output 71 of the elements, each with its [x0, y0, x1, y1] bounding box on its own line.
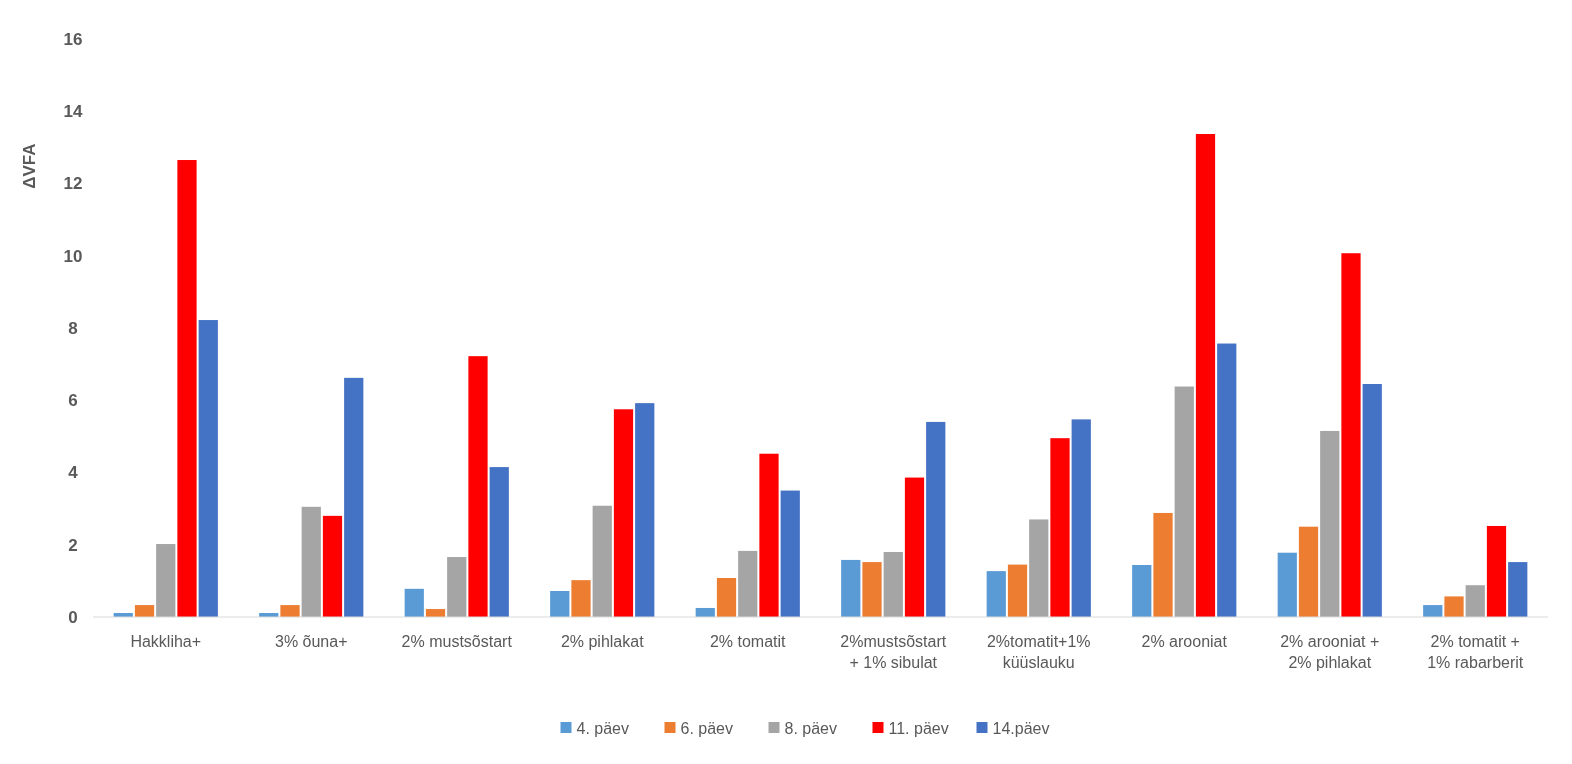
x-tick-label: Hakkliha+	[130, 633, 202, 650]
bar	[1298, 526, 1319, 617]
bar	[635, 403, 655, 617]
bar	[1007, 564, 1028, 617]
y-tick-label: 16	[63, 29, 83, 49]
legend-label: 4. päev	[576, 719, 629, 737]
x-tick-label: 2% tomatit + 1% rabarberit	[1427, 633, 1524, 671]
legend-label: 11. päev	[888, 719, 949, 737]
bar	[1508, 562, 1528, 617]
bar	[468, 356, 488, 617]
bar	[883, 551, 903, 617]
y-tick-label: 2	[68, 535, 78, 555]
x-tick-label: 2% mustsõstart	[401, 633, 513, 650]
bar	[1029, 519, 1049, 617]
bar	[489, 467, 509, 617]
bar	[1444, 596, 1464, 617]
y-tick-label: 12	[63, 174, 83, 194]
bar	[1320, 430, 1340, 617]
bar	[550, 590, 570, 617]
bar	[716, 577, 737, 617]
y-tick-label: 14	[63, 102, 83, 122]
bar	[344, 377, 364, 617]
bar	[301, 506, 321, 617]
y-tick-label: 10	[63, 246, 83, 266]
bar	[780, 490, 800, 617]
bar	[1362, 383, 1382, 617]
bar	[1486, 525, 1507, 617]
bar	[177, 160, 197, 617]
bar	[134, 605, 155, 617]
bar	[447, 557, 467, 617]
legend-label: 14.päev	[992, 719, 1050, 737]
bar	[1071, 419, 1091, 617]
bar	[592, 505, 612, 617]
legend-label: 8. päev	[784, 719, 837, 737]
bar	[571, 580, 591, 617]
bar	[1195, 134, 1216, 617]
x-tick-label: 2%mustsõstart + 1% sibulat	[840, 633, 947, 671]
bar	[404, 588, 424, 617]
bar	[1153, 512, 1173, 617]
x-tick-label: 2% arooniat + 2% pihlakat	[1280, 633, 1380, 671]
bar	[156, 544, 176, 617]
y-tick-label: 6	[68, 391, 78, 411]
bar	[862, 562, 882, 617]
y-axis-title: ΔVFA	[20, 143, 39, 189]
legend-label: 6. päev	[680, 719, 733, 737]
y-tick-label: 8	[68, 318, 78, 338]
x-tick-label: 3% õuna+	[274, 633, 348, 650]
y-tick-label: 4	[68, 463, 79, 483]
bar	[1174, 386, 1194, 617]
bar	[926, 421, 946, 617]
bar	[1341, 253, 1361, 617]
bar	[1217, 343, 1237, 617]
bar	[986, 571, 1006, 617]
x-tick-label: 2% tomatit	[709, 633, 787, 650]
x-tick-label: 2% pihlakat	[560, 633, 645, 650]
x-tick-label: 2%tomatit+1% küüslauku	[986, 633, 1091, 671]
bar	[280, 605, 300, 617]
bar	[198, 320, 218, 617]
y-tick-label: 0	[68, 607, 78, 627]
bar	[738, 550, 758, 617]
bar	[904, 477, 925, 617]
bar	[322, 515, 343, 617]
bar	[1465, 585, 1485, 617]
bar	[1050, 438, 1070, 617]
bar	[613, 409, 634, 617]
bar	[1277, 552, 1297, 617]
bar	[759, 453, 779, 617]
bar	[1423, 605, 1443, 617]
bar	[841, 559, 861, 617]
x-tick-label: 2% arooniat	[1141, 633, 1228, 650]
bar	[1132, 564, 1152, 617]
